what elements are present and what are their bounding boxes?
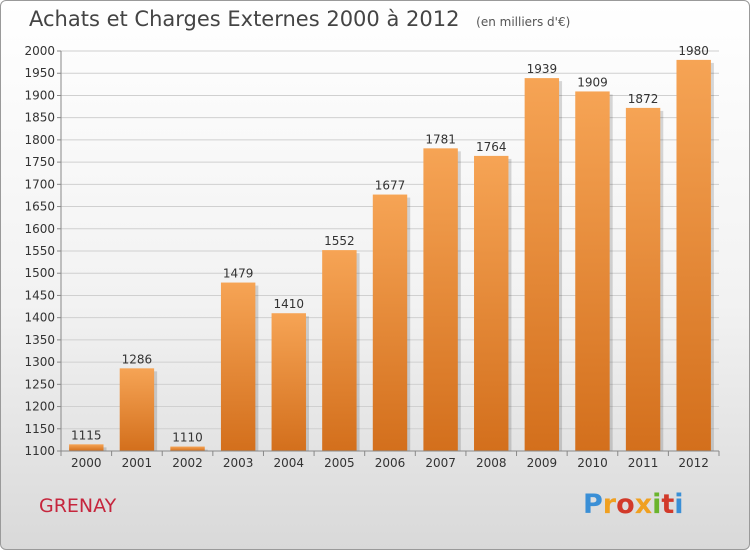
- data-label: 1110: [172, 431, 203, 445]
- bar-2012: [676, 59, 711, 452]
- logo-letter: P: [583, 489, 603, 520]
- bar-2011: [625, 107, 661, 451]
- y-tick-label: 1300: [24, 355, 55, 369]
- y-tick-label: 2000: [24, 44, 55, 58]
- logo-letter: r: [602, 489, 617, 520]
- city-name: GRENAY: [39, 495, 117, 517]
- x-tick-label: 2004: [273, 456, 304, 470]
- bar-2005: [322, 250, 357, 451]
- x-tick-label: 2001: [122, 456, 153, 470]
- bar-2002: [170, 446, 205, 451]
- x-tick-label: 2003: [223, 456, 254, 470]
- data-label: 1781: [425, 132, 456, 146]
- data-labels: 1115 1286 1110 1479 1410 1552 1677 1781 1764 1939…: [71, 44, 709, 445]
- logo-letter: o: [616, 489, 635, 520]
- x-tick-label: 2006: [375, 456, 406, 470]
- logo-letter: i: [652, 489, 662, 520]
- y-tick-label: 1500: [24, 266, 55, 280]
- y-tick-label: 1900: [24, 88, 55, 102]
- x-tick-label: 2010: [577, 456, 608, 470]
- y-tick-label: 1950: [24, 66, 55, 80]
- data-label: 1677: [375, 179, 406, 193]
- logo-letter: t: [661, 489, 675, 520]
- bar-2007: [423, 148, 458, 452]
- y-tick-label: 1750: [24, 155, 55, 169]
- data-label: 1764: [476, 140, 507, 154]
- bar-2010: [575, 91, 610, 451]
- y-axis: 1100 1150 1200 1250 1300 1350 1400 1450 1500 1550…: [24, 44, 62, 458]
- chart-title-text: Achats et Charges Externes 2000 à 2012: [29, 7, 460, 31]
- y-tick-label: 1350: [24, 333, 55, 347]
- x-axis: 2000 2001 2002 2003 2004 2005 2006 2007 2008 2009…: [60, 450, 720, 470]
- data-label: 1286: [122, 352, 153, 366]
- x-tick-label: 2000: [71, 456, 102, 470]
- bar-2000: [69, 444, 104, 451]
- chart-unit: (en milliers d'€): [476, 15, 571, 29]
- data-label: 1552: [324, 234, 355, 248]
- logo-letter: i: [674, 489, 684, 520]
- bar-2006: [372, 194, 408, 452]
- y-tick-label: 1250: [24, 377, 55, 391]
- proxiti-logo: Proxiti: [583, 489, 684, 520]
- data-label: 1410: [273, 297, 304, 311]
- x-tick-label: 2007: [425, 456, 456, 470]
- y-tick-label: 1600: [24, 222, 55, 236]
- bars: [69, 59, 714, 452]
- x-tick-label: 2009: [527, 456, 558, 470]
- y-tick-label: 1450: [24, 288, 55, 302]
- x-tick-label: 2012: [678, 456, 709, 470]
- data-label: 1980: [678, 44, 709, 58]
- bar-2009: [524, 78, 560, 451]
- bar-2003: [220, 282, 256, 451]
- x-tick-label: 2002: [172, 456, 203, 470]
- x-tick-label: 2011: [628, 456, 659, 470]
- bar-2008: [474, 155, 509, 451]
- y-tick-label: 1550: [24, 244, 55, 258]
- bar-2004: [271, 313, 306, 451]
- y-tick-label: 1200: [24, 400, 55, 414]
- data-label: 1939: [527, 62, 558, 76]
- y-tick-label: 1850: [24, 111, 55, 125]
- logo-letter: x: [634, 489, 653, 520]
- y-tick-label: 1100: [24, 444, 55, 458]
- x-tick-label: 2005: [324, 456, 355, 470]
- y-tick-label: 1700: [24, 177, 55, 191]
- y-tick-label: 1400: [24, 311, 55, 325]
- y-tick-label: 1800: [24, 133, 55, 147]
- data-label: 1479: [223, 267, 254, 281]
- chart-title: Achats et Charges Externes 2000 à 2012 (…: [29, 7, 570, 31]
- data-label: 1909: [577, 75, 608, 89]
- y-tick-label: 1650: [24, 200, 55, 214]
- data-label: 1872: [628, 92, 659, 106]
- x-tick-label: 2008: [476, 456, 507, 470]
- y-tick-label: 1150: [24, 422, 55, 436]
- bar-2001: [119, 368, 155, 451]
- data-label: 1115: [71, 428, 102, 442]
